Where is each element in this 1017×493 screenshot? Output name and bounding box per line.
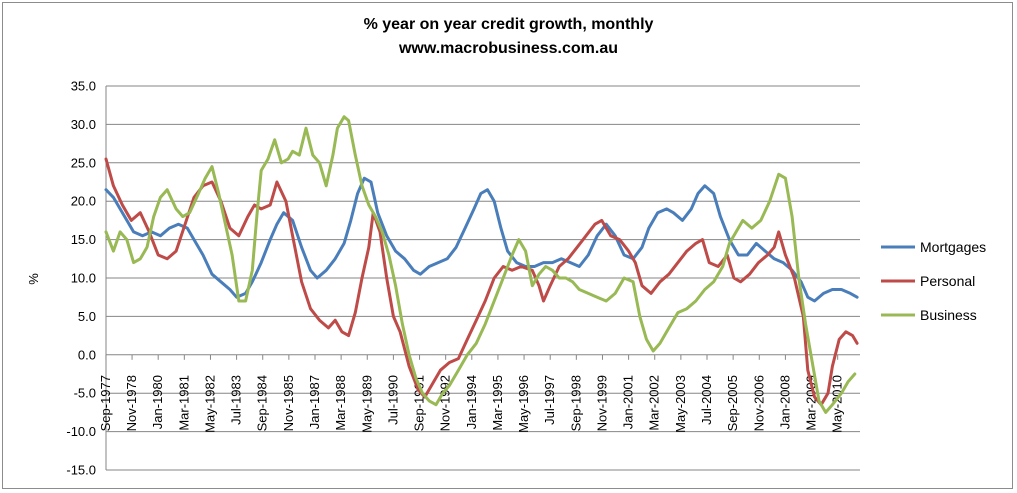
- x-tick-label: Nov-1999: [594, 375, 609, 431]
- series-lines: [104, 115, 859, 414]
- chart-title: % year on year credit growth, monthly: [363, 16, 654, 33]
- y-tick-label: 20.0: [71, 194, 96, 209]
- y-tick-label: -5.0: [74, 386, 96, 401]
- y-tick-label: 0.0: [78, 347, 96, 362]
- x-tick-label: Mar-1981: [176, 375, 191, 431]
- y-tick-label: 35.0: [71, 79, 96, 94]
- x-tick-label: Sep-1984: [255, 375, 270, 431]
- series-line-business: [104, 115, 857, 414]
- x-tick-label: Jul-1990: [385, 375, 400, 425]
- x-tick-label: Sep-1977: [98, 375, 113, 431]
- x-tick-label: Jul-2004: [699, 375, 714, 425]
- legend: Mortgages Personal Business: [881, 239, 986, 323]
- chart-subtitle: www.macrobusiness.com.au: [398, 40, 619, 57]
- y-tick-label: 10.0: [71, 271, 96, 286]
- y-tick-label: 5.0: [78, 309, 96, 324]
- x-tick-label: May-1982: [202, 375, 217, 433]
- x-tick-label: Jan-1994: [464, 375, 479, 429]
- x-tick-label: Mar-1988: [333, 375, 348, 431]
- y-tick-label: 15.0: [71, 232, 96, 247]
- x-tick-label: Mar-1995: [490, 375, 505, 431]
- x-tick-label: Jan-2001: [621, 375, 636, 429]
- x-tick-label: May-1989: [359, 375, 374, 433]
- legend-label-mortgages: Mortgages: [920, 239, 986, 255]
- x-tick-label: Nov-1978: [124, 375, 139, 431]
- y-axis-ticks: 35.0 30.0 25.0 20.0 15.0 10.0 5.0 0.0 -5.0 -10.0 -…: [66, 79, 96, 478]
- y-axis-label: %: [26, 273, 41, 285]
- x-tick-label: Jul-1983: [229, 375, 244, 425]
- x-tick-label: May-1996: [516, 375, 531, 433]
- y-tick-label: -10.0: [66, 424, 96, 439]
- x-tick-label: Sep-2005: [725, 375, 740, 431]
- series-line-mortgages: [104, 176, 859, 303]
- x-tick-label: May-2010: [830, 375, 845, 433]
- legend-label-personal: Personal: [920, 273, 975, 289]
- y-tick-label: 30.0: [71, 117, 96, 132]
- x-axis-ticks: Sep-1977 Nov-1978 Jan-1980 Mar-1981 May-1982…: [98, 354, 845, 433]
- x-tick-label: Jan-2008: [777, 375, 792, 429]
- series-line-personal: [104, 157, 859, 407]
- x-tick-label: Sep-1991: [412, 375, 427, 431]
- y-tick-label: 25.0: [71, 155, 96, 170]
- x-tick-label: Nov-1985: [281, 375, 296, 431]
- legend-label-business: Business: [920, 307, 977, 323]
- x-tick-label: Mar-2009: [804, 375, 819, 431]
- y-tick-label: -15.0: [66, 463, 96, 478]
- x-tick-label: Nov-1992: [438, 375, 453, 431]
- x-tick-label: Sep-1998: [568, 375, 583, 431]
- x-tick-label: Jan-1980: [150, 375, 165, 429]
- x-tick-label: Nov-2006: [751, 375, 766, 431]
- x-tick-label: May-2003: [673, 375, 688, 433]
- x-tick-label: Jan-1987: [307, 375, 322, 429]
- x-tick-label: Mar-2002: [647, 375, 662, 431]
- x-tick-label: Jul-1997: [542, 375, 557, 425]
